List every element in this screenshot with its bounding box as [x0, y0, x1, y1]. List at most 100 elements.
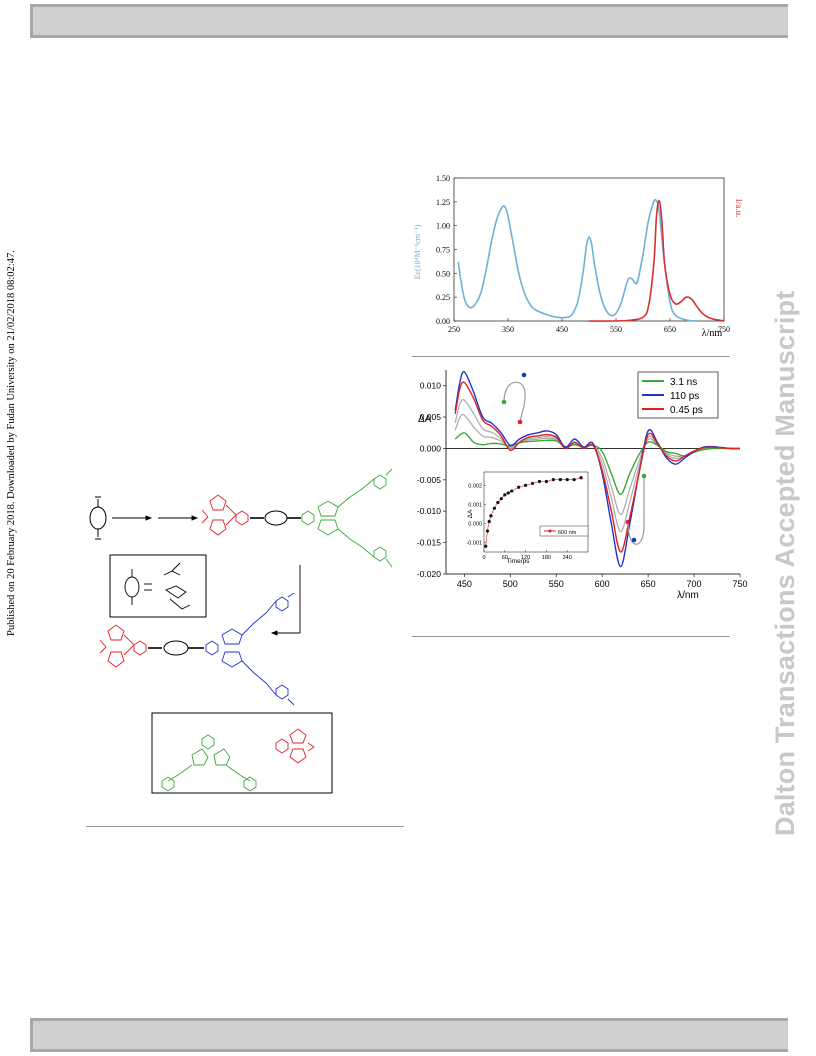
- kinetics-inset: 0 60 120 180 240 0.002 0.001 0.000 -0.001: [466, 468, 594, 562]
- inset-data-point: [489, 514, 493, 518]
- inset-data-point: [499, 497, 503, 501]
- inset-data-point: [506, 491, 510, 495]
- inset-xlabel: Time/ps: [507, 558, 531, 565]
- chart2-axes: 450 500 550 600 650 700 7500.0100.0050.000-0.0…: [417, 370, 748, 589]
- inset-data-point: [492, 506, 496, 510]
- publication-note: Published on 20 February 2018. Downloade…: [6, 250, 17, 636]
- inset-xtick-label: 60: [502, 555, 508, 561]
- accepted-manuscript-watermark: Dalton Transactions Accepted Manuscript: [770, 290, 800, 836]
- chart1-xtick-label: 750: [718, 325, 730, 334]
- chart1-axes: 250 350 450 550 650 750 0.00 0.25 0.50 0.75 1.00 1.…: [436, 174, 730, 334]
- chart2-series: [454, 370, 741, 568]
- inset-legend: 600 nm: [539, 525, 589, 537]
- chart2-xtick-label: 550: [549, 579, 564, 589]
- reaction-arrows: [112, 515, 301, 636]
- inset-ytick-label: 0.000: [468, 521, 482, 527]
- inset-data-point: [484, 544, 488, 548]
- green-bodipy-fragment: [301, 468, 393, 568]
- transient-absorption-chart: 450 500 550 600 650 700 7500.0100.0050.000-0.0…: [417, 370, 748, 601]
- chart2-xtick-label: 600: [595, 579, 610, 589]
- inset-data-point: [579, 476, 583, 480]
- chart1-xtick-label: 550: [610, 325, 622, 334]
- inset-xtick-label: 120: [521, 555, 530, 561]
- chart2-ytick-label: 0.000: [420, 443, 442, 453]
- chart1-xtick-label: 350: [502, 325, 514, 334]
- chart2-ytick-label: 0.005: [420, 412, 442, 422]
- inset-data-point: [496, 500, 500, 505]
- inset-frame: [483, 471, 589, 553]
- chart1-ytick-label: 1.00: [436, 222, 450, 231]
- figure-divider-bottom: [412, 636, 730, 637]
- inset-data-point: [558, 478, 562, 482]
- inset-background: [468, 468, 594, 562]
- red-bodipy-fragment: [201, 494, 249, 536]
- legend-label-045ps: 0.45 ps: [670, 405, 703, 416]
- absorption-series-line: [457, 198, 698, 322]
- state-diagram-right: [625, 473, 647, 545]
- chart2-ylabel: ΔA: [418, 414, 432, 425]
- inset-data-point: [487, 519, 491, 524]
- chart2-xtick-label: 500: [503, 579, 518, 589]
- inset-ytick-label: 0.001: [468, 502, 482, 508]
- core-definition-box: [109, 554, 207, 618]
- inset-data-point: [510, 489, 514, 493]
- trace-045ps-line: [454, 381, 741, 553]
- chart1-ytick-label: 0.75: [436, 246, 450, 255]
- inset-data-point: [544, 479, 548, 484]
- chart2-xtick-label: 650: [641, 579, 656, 589]
- inset-data-point: [572, 478, 576, 482]
- trace-110ps-line: [454, 370, 741, 568]
- inset-xtick-label: 180: [542, 555, 551, 561]
- chart1-ytick-label: 0.25: [436, 293, 450, 302]
- fragment-legend-box: [151, 712, 333, 794]
- chart2-ytick-label: -0.015: [417, 538, 441, 548]
- inset-data-point: [565, 478, 569, 482]
- legend-label-110ps: 110 ps: [670, 391, 699, 402]
- inset-ytick-label: -0.001: [466, 540, 482, 546]
- chart2-xtick-label: 750: [732, 579, 747, 589]
- blue-bodipy-fragment: [205, 592, 295, 706]
- chart1-ytick-label: 0.00: [436, 317, 450, 326]
- red-bodipy-product2: [99, 624, 147, 668]
- page-header-bar: [30, 4, 788, 38]
- chart2-xtick-label: 700: [687, 579, 702, 589]
- inset-ylabel: ΔA: [467, 509, 474, 518]
- legend-red-bodipy: [275, 728, 315, 764]
- inset-xtick-label: 0: [482, 555, 485, 561]
- chart2-legend: 3.1 ns 110 ps 0.45 ps: [637, 371, 719, 419]
- chart2-xtick-label: 450: [457, 579, 472, 589]
- inset-data-point: [524, 483, 528, 487]
- inset-data-point: [517, 485, 521, 489]
- inset-legend-label: 600 nm: [558, 530, 577, 536]
- core-scaffold-start: [89, 496, 107, 540]
- scheme-divider: [86, 826, 404, 827]
- inset-data-point: [503, 493, 507, 497]
- chart2-ytick-label: -0.005: [417, 475, 441, 485]
- page-footer-bar: [30, 1018, 788, 1052]
- chart2-ytick-label: -0.020: [417, 569, 441, 579]
- synthesis-scheme: [89, 468, 393, 794]
- chart1-xlabel: λ/nm: [702, 328, 723, 339]
- inset-xtick-label: 240: [563, 555, 572, 561]
- inset-data-point: [485, 529, 490, 533]
- chart1-xtick-label: 450: [556, 325, 568, 334]
- emission-series-line: [588, 200, 725, 322]
- chart1-xtick-label: 250: [448, 325, 460, 334]
- chart1-ytick-label: 1.50: [436, 174, 450, 183]
- figure-divider-top: [412, 356, 730, 357]
- chart1-ylabel-left: Eε(10⁴M⁻¹cm⁻¹): [413, 224, 422, 279]
- inset-data-point: [537, 479, 542, 484]
- inset-data-point: [530, 481, 535, 486]
- absorption-emission-chart: 250 350 450 550 650 750 0.00 0.25 0.50 0.75 1.00 1.…: [413, 174, 742, 339]
- chart1-series: [457, 198, 725, 322]
- chart2-ytick-label: -0.010: [417, 506, 441, 516]
- chart2-ytick-label: 0.010: [420, 381, 442, 391]
- chart1-ytick-label: 0.50: [436, 269, 450, 278]
- state-diagram-left: [501, 372, 527, 425]
- legend-label-3ns: 3.1 ns: [670, 377, 697, 388]
- inset-ytick-label: 0.002: [468, 483, 482, 489]
- chart1-xtick-label: 650: [664, 325, 676, 334]
- legend-green-bodipy: [161, 734, 257, 792]
- chart1-ytick-label: 1.25: [436, 198, 450, 207]
- chart1-ylabel-right: I/a.u.: [734, 199, 742, 218]
